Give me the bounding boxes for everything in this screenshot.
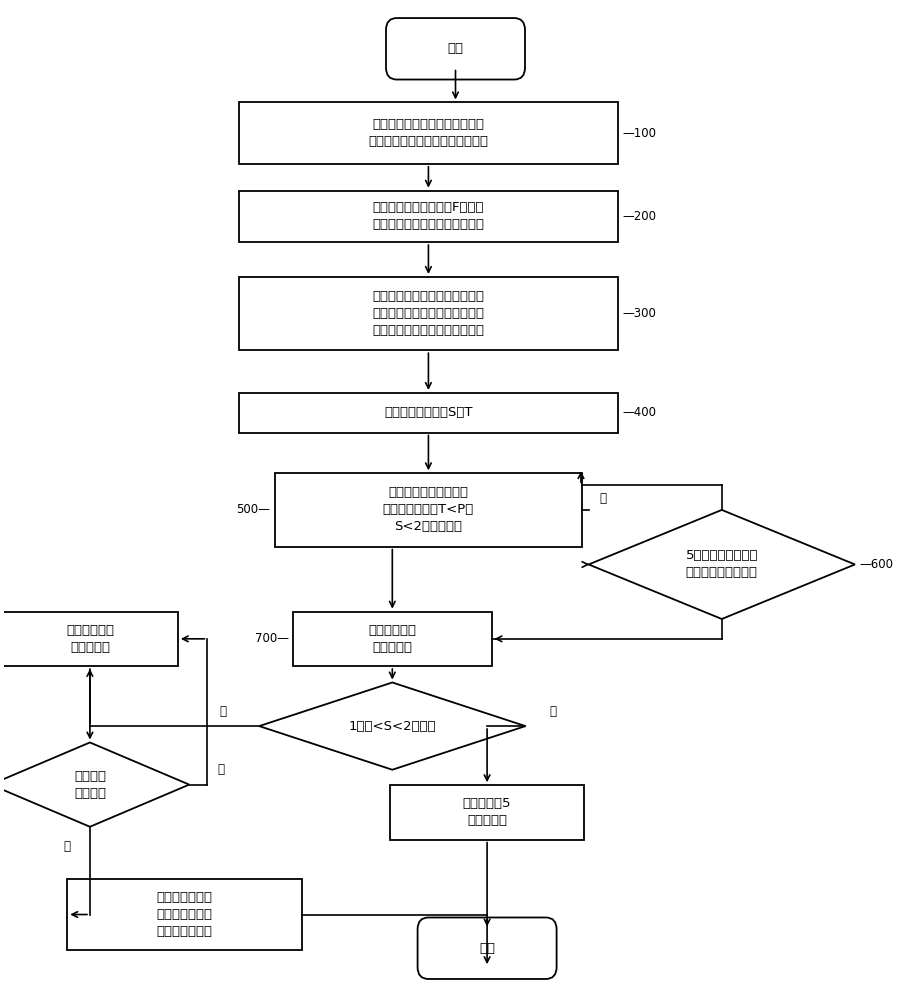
- Text: 是: 是: [64, 840, 71, 853]
- Polygon shape: [259, 682, 526, 770]
- Text: 确认按鈕
被按下？: 确认按鈕 被按下？: [74, 770, 106, 800]
- Text: 第二无线收发器
发送确认信息给
第一无线收发器: 第二无线收发器 发送确认信息给 第一无线收发器: [157, 891, 212, 938]
- Bar: [239, 191, 618, 242]
- Bar: [293, 612, 492, 666]
- Text: 否: 否: [220, 705, 227, 718]
- Bar: [239, 102, 618, 164]
- Text: 测量船舶位置地址、定位时间，
计算当前桥梁可通过的宽度及高度: 测量船舶位置地址、定位时间， 计算当前桥梁可通过的宽度及高度: [368, 118, 488, 148]
- Text: 1公里<S<2公里？: 1公里<S<2公里？: [349, 720, 436, 733]
- Text: 建立通信链路，第二无线收发器
将位置地址、航速、航向、定位
时间及船舶编号发送给桥梂终端: 建立通信链路，第二无线收发器 将位置地址、航速、航向、定位 时间及船舶编号发送给…: [373, 290, 485, 337]
- Text: 第一微处理器每隔时间F通过第
一无线收发器发射无线广播数据: 第一微处理器每隔时间F通过第 一无线收发器发射无线广播数据: [373, 201, 485, 231]
- FancyBboxPatch shape: [386, 18, 525, 80]
- Bar: [390, 785, 584, 840]
- Text: —400: —400: [622, 406, 657, 419]
- Text: 500—: 500—: [237, 503, 271, 516]
- Text: 是: 是: [549, 705, 556, 718]
- Text: —100: —100: [622, 127, 657, 140]
- Text: 报警器连续进
行声光报警: 报警器连续进 行声光报警: [66, 624, 114, 654]
- Bar: [275, 473, 582, 547]
- Bar: [239, 277, 618, 350]
- Text: 开始: 开始: [447, 42, 464, 55]
- FancyBboxPatch shape: [417, 917, 557, 979]
- Bar: [2, 612, 178, 666]
- Text: 第一无线收发器将报警
数据信息发送给T<P且
S<2的各个船舶: 第一无线收发器将报警 数据信息发送给T<P且 S<2的各个船舶: [383, 486, 474, 533]
- Text: —200: —200: [622, 210, 657, 223]
- Bar: [239, 393, 618, 433]
- Text: 否: 否: [218, 763, 224, 776]
- Text: 700—: 700—: [254, 632, 289, 645]
- Bar: [67, 879, 302, 950]
- Text: —600: —600: [859, 558, 894, 571]
- Text: 第一微处理器计算S和T: 第一微处理器计算S和T: [384, 406, 473, 419]
- Polygon shape: [0, 742, 189, 827]
- Polygon shape: [589, 510, 855, 619]
- Text: 5分钟后还未收到船
舶终端的确认信息？: 5分钟后还未收到船 舶终端的确认信息？: [686, 549, 758, 579]
- Text: 结束: 结束: [479, 942, 495, 955]
- Text: 显示屏显示报
警数据信息: 显示屏显示报 警数据信息: [368, 624, 416, 654]
- Text: 报警器进行5
次声光报警: 报警器进行5 次声光报警: [463, 797, 511, 827]
- Text: —300: —300: [622, 307, 656, 320]
- Text: 是: 是: [599, 492, 607, 505]
